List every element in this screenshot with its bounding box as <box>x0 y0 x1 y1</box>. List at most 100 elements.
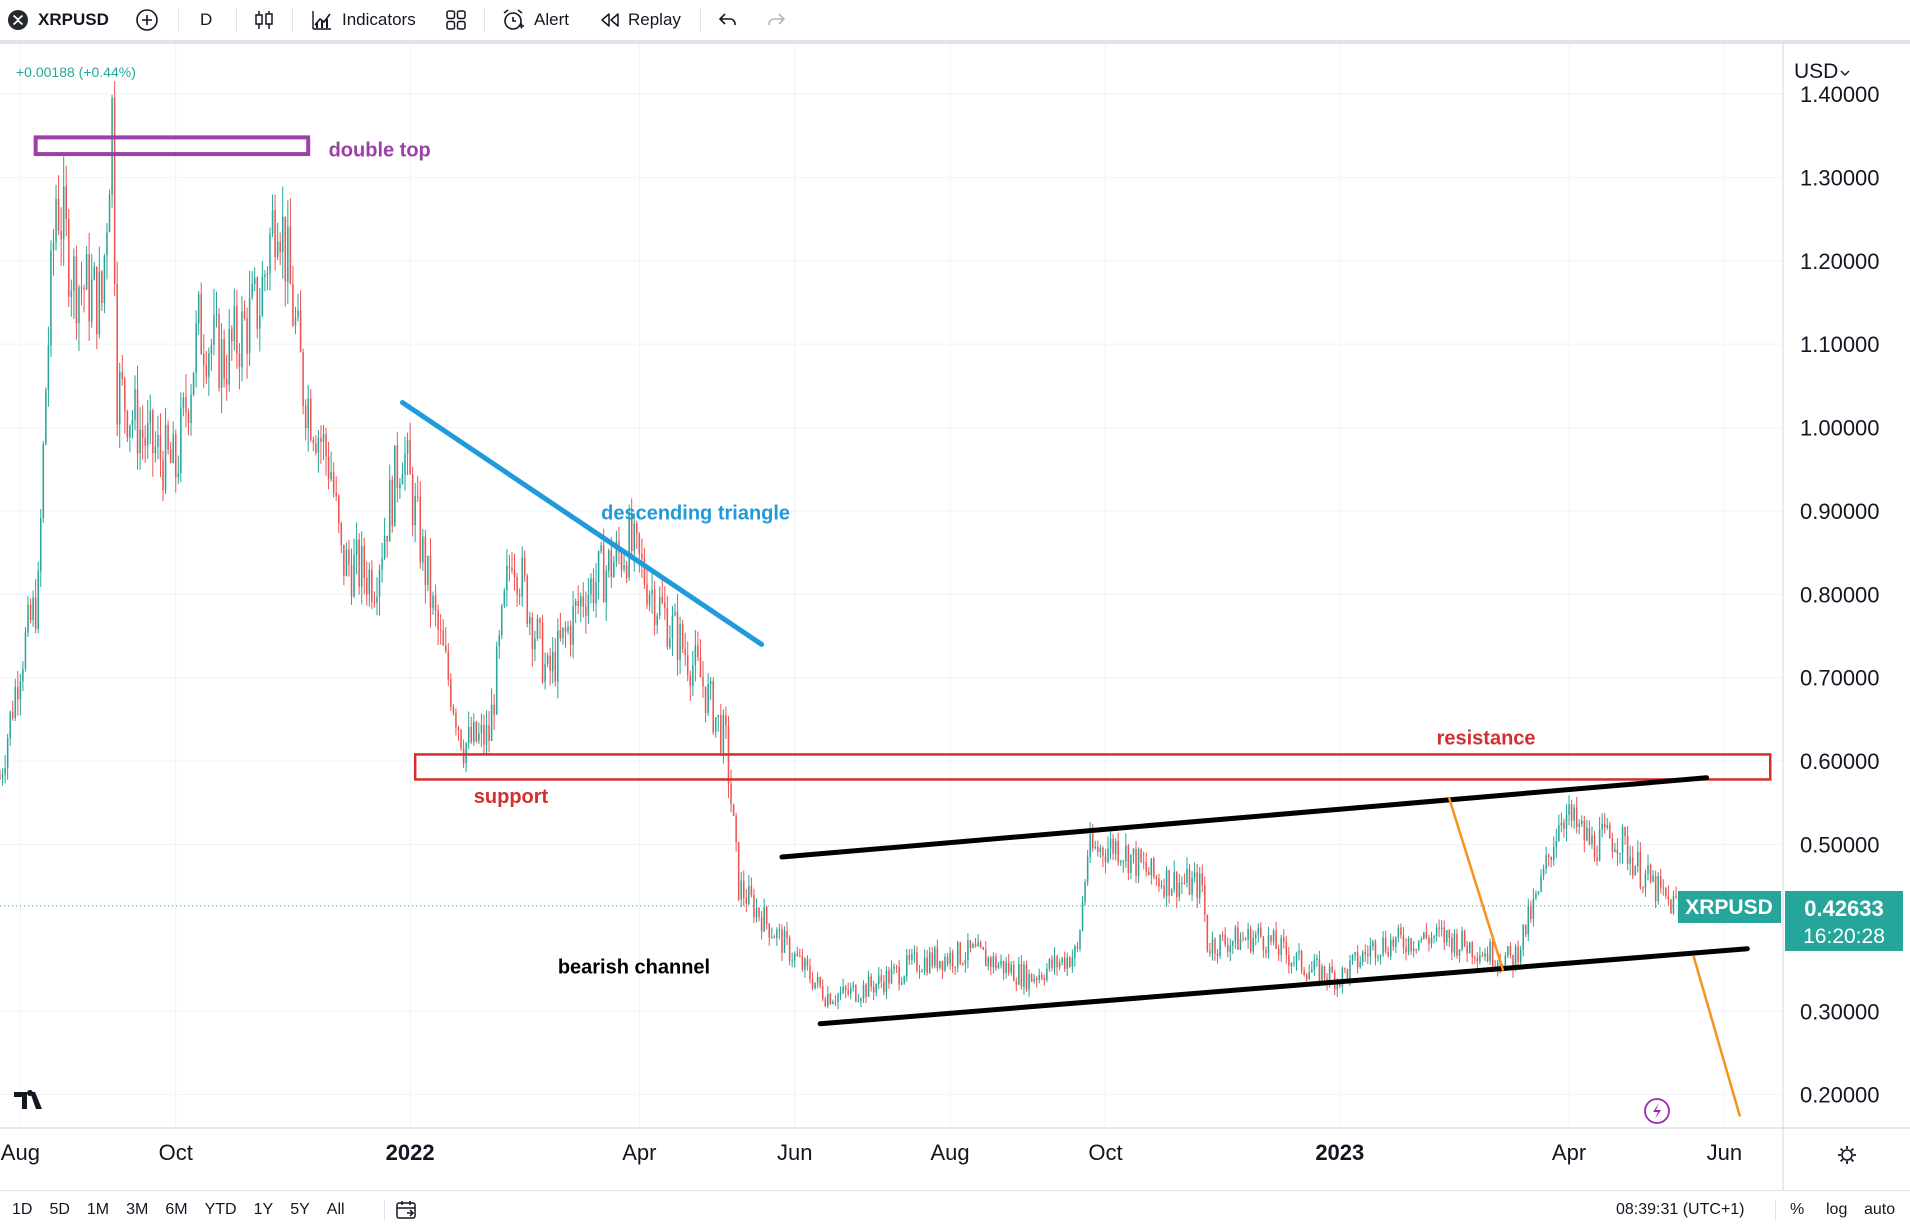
range-button-5y[interactable]: 5Y <box>290 1201 310 1218</box>
candle-body <box>679 624 681 661</box>
candle-body <box>98 271 101 335</box>
price-axis[interactable]: 1.40000 1.30000 1.20000 1.10000 1.00000 0.900… <box>1800 82 1880 1108</box>
candle-body <box>829 994 832 1005</box>
candle-body <box>1614 849 1616 852</box>
goto-date-button[interactable] <box>394 1191 418 1229</box>
compare-symbol-button[interactable] <box>134 0 160 40</box>
channel-trendline[interactable] <box>779 775 1710 860</box>
settings-gear-icon[interactable] <box>1838 1146 1856 1164</box>
candle-body <box>1519 949 1522 962</box>
chart-type-button[interactable] <box>252 0 276 40</box>
candle-body <box>6 738 9 769</box>
candle-body <box>508 565 511 568</box>
price-chart[interactable]: double top descending triangle support resi… <box>0 44 1910 1190</box>
candle-body <box>1186 868 1188 883</box>
candle-body <box>1509 946 1512 955</box>
candle-body <box>1007 962 1010 973</box>
candle-body <box>50 250 52 346</box>
candle-body <box>1672 895 1675 914</box>
candle-body <box>1486 953 1489 962</box>
symbol-search-button[interactable]: XRPUSD <box>8 0 109 40</box>
candle-body <box>228 328 231 385</box>
channel-trendline[interactable] <box>817 946 1750 1027</box>
range-button-1y[interactable]: 1Y <box>253 1201 274 1218</box>
descending-triangle-line[interactable] <box>399 400 765 647</box>
templates-button[interactable] <box>444 0 468 40</box>
candle-body <box>546 655 549 664</box>
range-button-6m[interactable]: 6M <box>165 1201 188 1218</box>
interval-button[interactable]: D <box>200 0 212 40</box>
candle-body <box>1433 936 1435 938</box>
replay-button[interactable]: Replay <box>598 0 681 40</box>
candle-body <box>730 783 732 805</box>
clock-display[interactable]: 08:39:31 (UTC+1) <box>1616 1191 1745 1229</box>
candle-body <box>1214 939 1216 954</box>
price-tick-label: 0.80000 <box>1800 582 1880 607</box>
candle-body <box>997 964 1000 969</box>
support-resistance-zone[interactable] <box>413 753 1772 781</box>
indicators-button[interactable]: Indicators <box>310 0 416 40</box>
candle-body <box>1058 962 1061 968</box>
percent-toggle[interactable]: % <box>1790 1191 1804 1229</box>
currency-selector[interactable]: USD <box>1794 60 1850 83</box>
range-button-all[interactable]: All <box>326 1201 345 1218</box>
candle-body <box>506 565 508 591</box>
candle-body <box>1461 930 1463 950</box>
candle-body <box>149 410 152 424</box>
candle-body <box>1188 868 1191 895</box>
candle-body <box>1573 807 1575 821</box>
candle-body <box>1514 946 1517 971</box>
range-button-ytd[interactable]: YTD <box>204 1201 237 1218</box>
range-button-5d[interactable]: 5D <box>49 1201 70 1218</box>
candle-body <box>564 627 567 632</box>
range-button-3m[interactable]: 3M <box>126 1201 149 1218</box>
candle-body <box>967 940 969 961</box>
candle-body <box>1603 823 1606 828</box>
auto-scale-toggle[interactable]: auto <box>1864 1191 1895 1229</box>
candle-body <box>1081 902 1084 931</box>
candle-body <box>1137 849 1140 876</box>
candle-body <box>1053 956 1056 968</box>
candle-body <box>1451 937 1453 953</box>
range-button-1d[interactable]: 1D <box>12 1201 33 1218</box>
projection-arrow-line[interactable] <box>1692 955 1741 1117</box>
projection-arrow-line[interactable] <box>1448 797 1505 971</box>
candle-body <box>1568 804 1570 815</box>
double-top-zone[interactable] <box>33 135 311 157</box>
candle-body <box>885 970 888 992</box>
candle-body <box>126 411 129 438</box>
range-button-1m[interactable]: 1M <box>86 1201 110 1218</box>
candle-body <box>1395 937 1397 947</box>
drawings-layer[interactable]: double top descending triangle support resi… <box>33 135 1772 1117</box>
candle-body <box>322 433 325 442</box>
candle-body <box>292 283 294 326</box>
candle-body <box>699 657 702 678</box>
candle-body <box>1331 966 1333 973</box>
candle-body <box>900 982 903 985</box>
time-axis[interactable]: Aug Oct 2022 Apr Jun Aug Oct 2023 Apr Jun <box>1 1140 1742 1165</box>
candle-body <box>1354 952 1356 956</box>
candle-body <box>1158 878 1160 887</box>
candle-body <box>1504 955 1507 968</box>
candle-body <box>1489 941 1491 962</box>
chart-grid <box>0 44 1783 1128</box>
candle-body <box>541 623 544 683</box>
candle-body <box>857 1000 860 1002</box>
candle-body <box>315 443 317 453</box>
chart-area[interactable]: double top descending triangle support resi… <box>0 44 1910 1190</box>
alert-button[interactable]: Alert <box>500 0 569 40</box>
candle-body <box>261 276 264 316</box>
candle-body <box>388 479 391 542</box>
candle-body <box>702 677 704 687</box>
time-tick-label: Apr <box>1552 1140 1586 1165</box>
candle-body <box>437 610 439 630</box>
time-tick-label: Aug <box>1 1140 40 1165</box>
candle-body <box>480 725 483 733</box>
lightning-icon[interactable] <box>1644 1098 1670 1124</box>
candle-body <box>974 944 977 947</box>
log-toggle[interactable]: log <box>1826 1191 1847 1229</box>
redo-button[interactable] <box>764 0 788 40</box>
candle-body <box>602 545 605 603</box>
candle-body <box>162 459 164 491</box>
undo-button[interactable] <box>716 0 740 40</box>
